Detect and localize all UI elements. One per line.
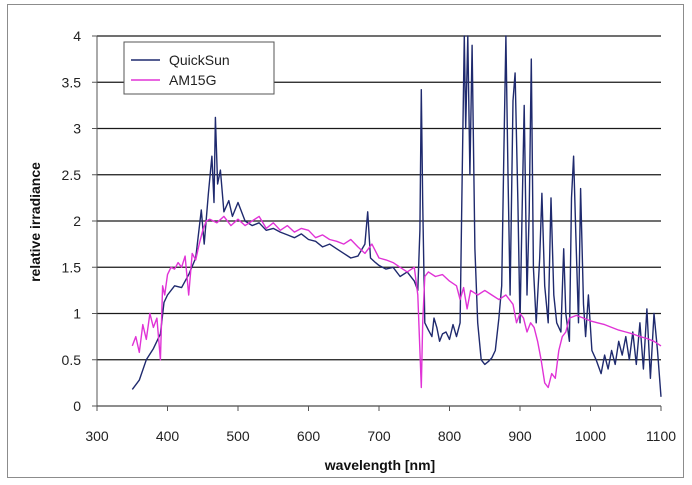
y-tick-label: 0 xyxy=(73,398,81,414)
axes xyxy=(92,35,662,411)
y-tick-label: 1 xyxy=(73,306,81,322)
x-tick-label: 700 xyxy=(367,428,391,444)
legend-label-quicksun: QuickSun xyxy=(169,52,230,68)
x-tick-label: 1100 xyxy=(646,428,676,444)
y-axis-title: relative irradiance xyxy=(27,162,43,282)
y-tick-label: 1.5 xyxy=(62,259,82,275)
x-tick-label: 800 xyxy=(438,428,462,444)
x-tick-label: 1000 xyxy=(575,428,606,444)
legend: QuickSun AM15G xyxy=(123,41,275,95)
series-line-am15g xyxy=(131,215,662,389)
tick-labels: 300 400 500 600 700 800 900 1000 1100 0 0.5 1 1.5 2 2.… xyxy=(62,28,677,444)
x-tick-label: 300 xyxy=(85,428,109,444)
y-tick-label: 4 xyxy=(73,28,81,44)
legend-box xyxy=(123,41,275,95)
x-tick-label: 600 xyxy=(297,428,321,444)
x-tick-label: 900 xyxy=(508,428,532,444)
y-tick-label: 3 xyxy=(73,121,81,137)
x-tick-label: 400 xyxy=(156,428,180,444)
legend-label-am15g: AM15G xyxy=(169,72,216,88)
y-tick-label: 2 xyxy=(73,213,81,229)
y-tick-label: 0.5 xyxy=(62,352,82,368)
y-tick-label: 2.5 xyxy=(62,167,82,183)
y-tick-label: 3.5 xyxy=(62,74,82,90)
series-layer xyxy=(131,35,662,397)
series-line-quicksun xyxy=(131,35,662,397)
x-tick-label: 500 xyxy=(226,428,250,444)
x-axis-title: wavelength [nm] xyxy=(324,457,435,473)
gridlines xyxy=(97,35,661,407)
